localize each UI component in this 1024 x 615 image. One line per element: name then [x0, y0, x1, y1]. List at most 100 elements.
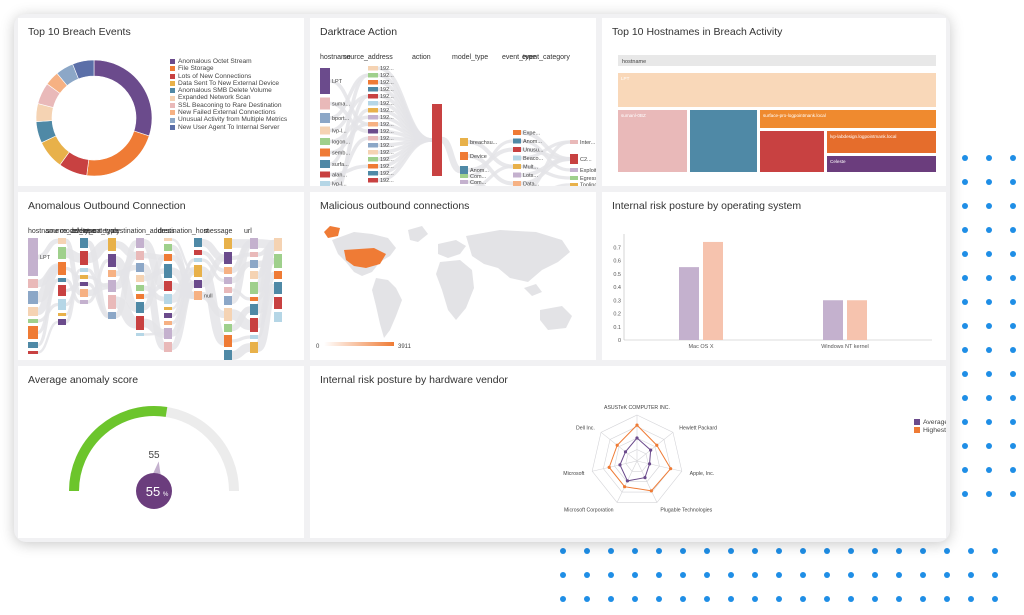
decor-dot	[608, 548, 614, 554]
sankey-link	[231, 288, 251, 301]
column-header[interactable]: message	[204, 228, 233, 235]
decor-dot	[872, 572, 878, 578]
sankey-node	[368, 178, 378, 183]
treemap-cell-label: surface-pro-logpointmank.local	[763, 113, 826, 118]
decor-dot	[728, 572, 734, 578]
decor-dot	[1010, 203, 1016, 209]
legend-item[interactable]: New User Agent To Internal Server	[170, 124, 287, 131]
sankey-link	[253, 240, 279, 314]
decor-dot	[896, 572, 902, 578]
gauge-percent-value: 55	[146, 484, 160, 499]
decor-dot	[986, 419, 992, 425]
decor-dot	[1010, 227, 1016, 233]
legend-item[interactable]: File Storage	[170, 65, 287, 72]
decor-dot	[752, 548, 758, 554]
legend-item[interactable]: Anomalous Octet Stream	[170, 58, 287, 65]
panel-title: Malicious outbound connections	[320, 200, 470, 212]
legend-item[interactable]: Data Sent To New External Device	[170, 80, 287, 87]
legend-item[interactable]: Expanded Network Scan	[170, 94, 287, 101]
decor-dot	[1010, 323, 1016, 329]
decor-dot	[704, 548, 710, 554]
sankey-node	[368, 136, 378, 141]
decor-dot	[896, 596, 902, 602]
gauge-fill	[69, 406, 168, 492]
panel-risk-os: Internal risk posture by operating syste…	[602, 192, 946, 360]
column-header[interactable]: event_type	[84, 228, 119, 235]
column-header[interactable]: source_address	[46, 228, 96, 235]
legend-label: File Storage	[178, 65, 214, 73]
sankey-node	[224, 350, 232, 360]
panel-malicious-outbound: Malicious outbound connections 0 3911	[310, 192, 596, 360]
sankey-node	[194, 250, 202, 255]
decor-dot	[632, 548, 638, 554]
x-tick-label: Mac OS X	[688, 344, 713, 350]
column-header[interactable]: hostname	[28, 228, 59, 235]
sankey-node	[368, 143, 378, 148]
radar-axis-label: Hewlett Packard	[679, 425, 717, 431]
decor-dot	[962, 443, 968, 449]
sankey-node-label: 192...	[380, 101, 394, 107]
sankey-chart: LPT null	[28, 238, 282, 360]
column-header[interactable]: destination_host	[158, 228, 209, 235]
column-header[interactable]: destination_address	[112, 228, 175, 235]
column-header[interactable]: action	[412, 54, 431, 61]
bar	[703, 241, 723, 340]
column-header[interactable]: event_category	[72, 228, 120, 235]
column-header[interactable]: event_category	[522, 54, 570, 61]
gauge-percent-sign: %	[163, 492, 169, 498]
sankey-link	[520, 157, 571, 186]
sankey-node	[274, 271, 282, 279]
decor-dot	[920, 572, 926, 578]
legend-item[interactable]: New Failed External Connections	[170, 109, 287, 116]
treemap-cell	[618, 110, 687, 172]
sankey-node-label: Egress	[580, 176, 596, 182]
decor-dot	[752, 596, 758, 602]
sankey-link	[231, 343, 251, 360]
radar-axis	[636, 460, 682, 472]
legend-swatch	[170, 124, 175, 130]
radar-point	[623, 450, 628, 454]
sankey-node-label: LPT	[40, 255, 51, 261]
sankey-node	[570, 140, 578, 144]
decor-dot	[962, 275, 968, 281]
map-land	[466, 230, 570, 282]
column-header[interactable]: model_type	[60, 228, 97, 235]
legend-item[interactable]: Anomalous SMB Delete Volume	[170, 87, 287, 94]
sankey-node	[513, 172, 521, 178]
sankey-node	[136, 316, 144, 330]
world-map[interactable]: 0 3911	[310, 192, 596, 360]
sankey-node	[250, 238, 258, 249]
sankey-node	[320, 160, 330, 168]
column-header[interactable]: source_address	[343, 54, 393, 61]
column-header[interactable]: hostname	[320, 54, 351, 61]
legend-swatch	[170, 66, 175, 72]
sankey-node	[80, 268, 88, 272]
legend-label: New Failed External Connections	[178, 109, 276, 117]
legend-item[interactable]: SSL Beaconing to Rare Destination	[170, 102, 287, 109]
sankey-node	[58, 262, 66, 275]
sankey-node-label: 192...	[380, 73, 394, 79]
radar-axis-label: Microsoft Corporation	[564, 508, 614, 514]
sankey-node	[224, 287, 232, 293]
sankey-node-label: Mult...	[523, 164, 538, 170]
sankey-node	[136, 275, 144, 282]
column-header[interactable]: url	[244, 228, 252, 235]
legend-item[interactable]: Unusual Activity from Multiple Metrics	[170, 116, 287, 123]
decor-dot	[704, 572, 710, 578]
legend-item[interactable]: Lots of New Connections	[170, 73, 287, 80]
column-header[interactable]: model_type	[452, 54, 489, 61]
sankey-node	[164, 328, 172, 339]
sankey-link	[467, 139, 514, 178]
treemap-cell	[827, 156, 936, 172]
radar-point	[643, 475, 647, 480]
map-scale-min: 0	[316, 344, 320, 350]
sankey-chart: LPT suma... bport... lvp-l... logon... semb..…	[320, 66, 596, 186]
sankey-node	[58, 299, 66, 310]
sankey-node	[224, 252, 232, 264]
sankey-node-label: Com...	[470, 180, 487, 186]
sankey-node	[136, 285, 144, 291]
decorative-dots-right	[962, 155, 1024, 575]
column-header[interactable]: event_type	[502, 54, 537, 61]
sankey-node	[368, 171, 378, 176]
sankey-node	[136, 294, 144, 299]
